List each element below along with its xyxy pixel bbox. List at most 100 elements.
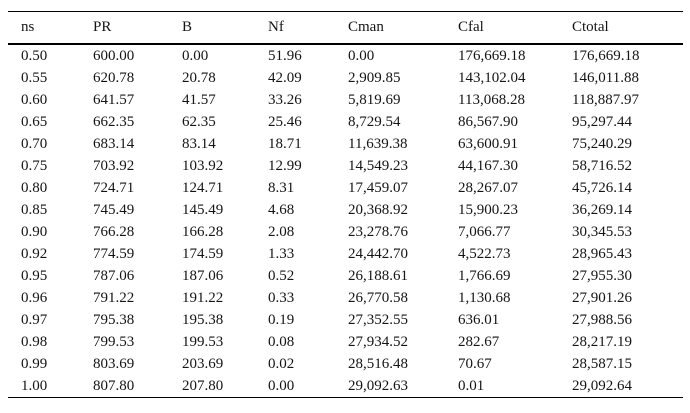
table-cell: 0.95 [21,267,48,284]
table-cell: 41.57 [182,91,216,108]
table-cell: 25.46 [268,113,302,130]
table-cell: 70.67 [458,355,492,372]
table-cell: 176,669.18 [458,47,526,64]
table-container: ns PR B Nf Cman Cfal Ctotal 0.50 600.00 0.00 51.9… [8,11,683,398]
table-cell: 7,066.77 [458,223,511,240]
table-cell: 4.68 [268,201,295,218]
table-cell: 203.69 [182,355,224,372]
table-cell: 58,716.52 [572,157,632,174]
table-cell: 0.08 [268,333,295,350]
column-header-nf: Nf [255,11,335,45]
table-cell: 791.22 [93,289,135,306]
table-cell: 143,102.04 [458,69,526,86]
table-cell: 0.99 [21,355,48,372]
table-row: 0.60 641.57 41.57 33.26 5,819.69 113,068.28 11… [8,89,683,111]
table-cell: 0.52 [268,267,295,284]
table-row: 0.90 766.28 166.28 2.08 23,278.76 7,066.77 30,… [8,221,683,243]
table-cell: 20.78 [182,69,216,86]
table-cell: 282.67 [458,333,500,350]
table-row: 0.75 703.92 103.92 12.99 14,549.23 44,167.30 5… [8,155,683,177]
table-cell: 166.28 [182,223,224,240]
table-cell: 118,887.97 [572,91,639,108]
table-cell: 113,068.28 [458,91,525,108]
table-cell: 17,459.07 [348,179,408,196]
table-cell: 44,167.30 [458,157,518,174]
table-body: 0.50 600.00 0.00 51.96 0.00 176,669.18 176,669… [8,44,683,398]
header-row: ns PR B Nf Cman Cfal Ctotal [8,11,683,45]
table-cell: 28,516.48 [348,355,408,372]
table-cell: 75,240.29 [572,135,632,152]
column-header-pr: PR [80,11,169,45]
table-cell: 795.38 [93,311,135,328]
table-cell: 23,278.76 [348,223,408,240]
table-cell: 0.60 [21,91,48,108]
table-cell: 0.75 [21,157,48,174]
column-header-ns: ns [8,11,80,45]
table-cell: 600.00 [93,47,135,64]
column-header-cman: Cman [335,11,445,45]
table-cell: 33.26 [268,91,302,108]
table-cell: 29,092.63 [348,377,408,394]
table-cell: 20,368.92 [348,201,408,218]
table-cell: 5,819.69 [348,91,401,108]
table-cell: 787.06 [93,267,135,284]
table-cell: 207.80 [182,377,224,394]
table-row: 0.85 745.49 145.49 4.68 20,368.92 15,900.23 36… [8,199,683,221]
table-cell: 0.00 [268,377,295,394]
table-cell: 724.71 [93,179,135,196]
table-cell: 29,092.64 [572,377,632,394]
table-cell: 103.92 [182,157,224,174]
table-cell: 62.35 [182,113,216,130]
table-cell: 26,188.61 [348,267,408,284]
table-cell: 145.49 [182,201,224,218]
table-cell: 1,130.68 [458,289,511,306]
table-cell: 0.00 [348,47,375,64]
table-cell: 0.90 [21,223,48,240]
table-cell: 18.71 [268,135,302,152]
table-cell: 799.53 [93,333,135,350]
table-cell: 11,639.38 [348,135,408,152]
column-header-b: B [169,11,255,45]
table-cell: 0.96 [21,289,48,306]
table-cell: 0.02 [268,355,295,372]
table-cell: 620.78 [93,69,135,86]
table-cell: 12.99 [268,157,302,174]
table-row: 0.99 803.69 203.69 0.02 28,516.48 70.67 28,587… [8,353,683,375]
table-cell: 1.33 [268,245,295,262]
table-cell: 27,934.52 [348,333,408,350]
table-cell: 95,297.44 [572,113,632,130]
table-cell: 4,522.73 [458,245,511,262]
table-cell: 199.53 [182,333,224,350]
table-cell: 45,726.14 [572,179,632,196]
table-cell: 2.08 [268,223,295,240]
table-cell: 28,217.19 [572,333,632,350]
table-cell: 28,587.15 [572,355,632,372]
table-cell: 0.65 [21,113,48,130]
table-cell: 0.00 [182,47,209,64]
table-cell: 195.38 [182,311,224,328]
table-cell: 0.92 [21,245,48,262]
table-cell: 28,965.43 [572,245,632,262]
table-cell: 30,345.53 [572,223,632,240]
table-cell: 774.59 [93,245,135,262]
table-cell: 146,011.88 [572,69,639,86]
table-row: 0.55 620.78 20.78 42.09 2,909.85 143,102.04 14… [8,67,683,89]
table-cell: 124.71 [182,179,224,196]
table-cell: 176,669.18 [572,47,640,64]
table-cell: 63,600.91 [458,135,518,152]
table-cell: 0.01 [458,377,485,394]
table-row: 0.65 662.35 62.35 25.46 8,729.54 86,567.90 95,… [8,111,683,133]
table-cell: 86,567.90 [458,113,518,130]
table-cell: 0.19 [268,311,295,328]
table-cell: 51.96 [268,47,302,64]
table-cell: 0.97 [21,311,48,328]
table-cell: 27,901.26 [572,289,632,306]
table-cell: 1.00 [21,377,48,394]
table-row: 1.00 807.80 207.80 0.00 29,092.63 0.01 29,092.… [8,375,683,398]
table-cell: 8.31 [268,179,295,196]
table-cell: 8,729.54 [348,113,401,130]
table-cell: 641.57 [93,91,135,108]
table-row: 0.97 795.38 195.38 0.19 27,352.55 636.01 27,98… [8,309,683,331]
table-row: 0.92 774.59 174.59 1.33 24,442.70 4,522.73 28,… [8,243,683,265]
